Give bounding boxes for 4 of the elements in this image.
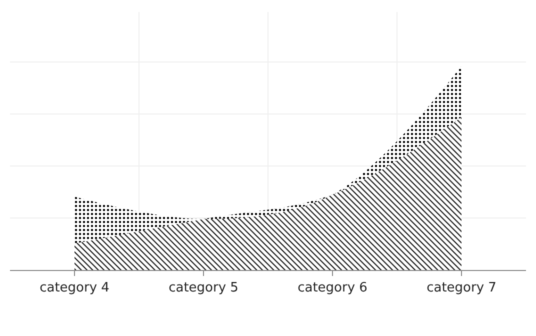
x-tick-label: category 5 xyxy=(168,280,238,296)
x-tick-label: category 6 xyxy=(298,280,368,296)
x-tick-label: category 4 xyxy=(40,280,110,296)
x-tick-label: category 7 xyxy=(426,280,496,296)
